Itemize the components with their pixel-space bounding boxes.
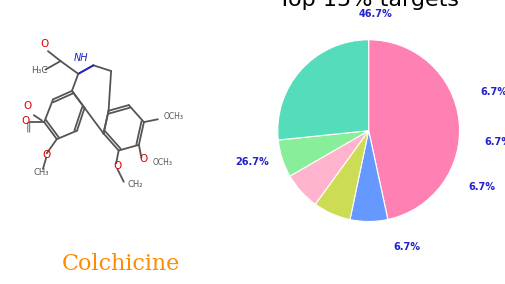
Wedge shape — [278, 131, 369, 176]
Text: O: O — [113, 161, 122, 171]
Text: O: O — [139, 154, 147, 164]
Title: Top 15% targets: Top 15% targets — [278, 0, 459, 10]
Text: 6.7%: 6.7% — [481, 87, 505, 97]
Text: CH₂: CH₂ — [127, 180, 143, 189]
Wedge shape — [369, 40, 460, 220]
Wedge shape — [278, 40, 369, 140]
Text: O: O — [21, 116, 29, 126]
Text: ‖: ‖ — [26, 121, 31, 132]
Text: 6.7%: 6.7% — [393, 242, 420, 252]
Wedge shape — [290, 131, 369, 204]
Text: CH₃: CH₃ — [33, 168, 49, 177]
Text: O: O — [40, 39, 48, 49]
Text: H₃C: H₃C — [31, 66, 47, 75]
Wedge shape — [350, 131, 388, 222]
Text: OCH₃: OCH₃ — [164, 112, 184, 121]
Text: 6.7%: 6.7% — [484, 137, 505, 147]
Text: 26.7%: 26.7% — [235, 157, 269, 168]
Text: 6.7%: 6.7% — [469, 182, 496, 192]
Wedge shape — [315, 131, 369, 220]
Text: Colchicine: Colchicine — [62, 253, 180, 275]
Text: O: O — [42, 150, 50, 160]
Text: OCH₃: OCH₃ — [153, 158, 173, 167]
Text: 46.7%: 46.7% — [359, 9, 393, 19]
Text: O: O — [24, 101, 32, 111]
Text: NH: NH — [74, 53, 88, 63]
